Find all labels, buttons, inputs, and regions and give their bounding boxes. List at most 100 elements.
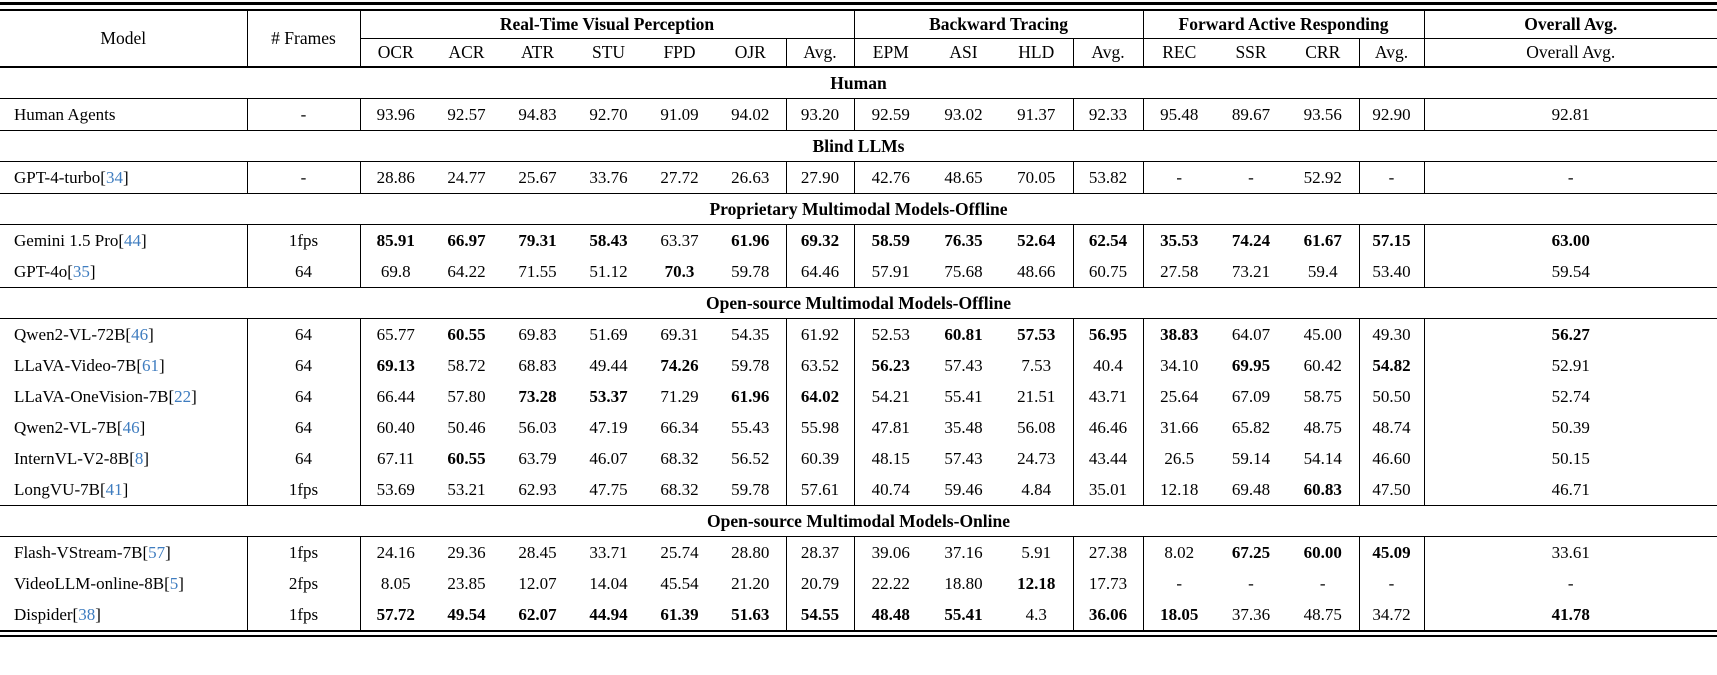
cell-fpd: 91.09 — [660, 104, 699, 124]
model-name-cell: LLaVA-OneVision-7B[22] — [0, 381, 248, 412]
cell-overall-avg: 63.00 — [1551, 230, 1590, 250]
cell-acr: 49.54 — [447, 604, 486, 624]
table-row: Qwen2-VL-72B[46] 64 65.77 60.55 69.83 51.69 69… — [0, 318, 1717, 350]
citation-link[interactable]: 8 — [134, 448, 144, 468]
cell-hld: 48.66 — [1017, 261, 1056, 281]
cell-ocr: 69.13 — [376, 355, 415, 375]
cell-avg-rtvp: 57.61 — [785, 474, 855, 506]
cell-atr: 69.83 — [518, 324, 557, 344]
cell-asi: 76.35 — [944, 230, 983, 250]
col-header-model: Model — [0, 11, 248, 67]
cell-atr: 63.79 — [518, 448, 557, 468]
cell-ssr: - — [1248, 167, 1254, 187]
citation-link[interactable]: 46 — [122, 417, 140, 437]
cell-avg-far: - — [1358, 568, 1425, 599]
cell-atr: 62.93 — [518, 479, 557, 499]
cell-crr: 59.4 — [1307, 261, 1338, 281]
cell-epm: 48.48 — [871, 604, 910, 624]
citation-link[interactable]: 44 — [124, 230, 142, 250]
section-title: Open-source Multimodal Models-Online — [0, 505, 1717, 537]
cell-ssr: 74.24 — [1231, 230, 1271, 250]
col-header-crr: CRR — [1305, 42, 1341, 62]
cell-crr: 58.75 — [1303, 386, 1342, 406]
cell-acr: 24.77 — [447, 167, 486, 187]
cell-avg-far: 45.09 — [1358, 536, 1425, 568]
cell-asi: 48.65 — [944, 167, 983, 187]
cell-ssr: 65.82 — [1231, 417, 1271, 437]
model-name-cell: GPT-4-turbo[34] — [0, 161, 248, 194]
cell-overall-avg: 92.81 — [1551, 104, 1590, 124]
col-header-avg-1: Avg. — [1072, 38, 1144, 67]
cell-avg-rtvp: 63.52 — [785, 350, 855, 381]
cell-ocr: 28.86 — [376, 167, 415, 187]
cell-rec: 25.64 — [1160, 386, 1199, 406]
cell-atr: 79.31 — [518, 230, 557, 250]
model-name: GPT-4o — [14, 261, 68, 281]
citation-link[interactable]: 34 — [105, 167, 123, 187]
cell-avg-far: 34.72 — [1358, 599, 1425, 631]
cell-ojr: 51.63 — [731, 604, 770, 624]
cell-rec: 12.18 — [1160, 479, 1199, 499]
cell-ssr: 59.14 — [1231, 448, 1271, 468]
cell-avg-far: 49.30 — [1358, 318, 1425, 350]
cell-acr: 66.97 — [447, 230, 486, 250]
cell-fpd: 74.26 — [660, 355, 699, 375]
cell-acr: 50.46 — [447, 417, 486, 437]
cell-avg-rtvp: 64.02 — [785, 381, 855, 412]
cell-epm: 54.21 — [871, 386, 910, 406]
model-name: GPT-4-turbo — [14, 167, 101, 187]
cell-ojr: 61.96 — [731, 386, 770, 406]
table-row: LLaVA-OneVision-7B[22] 64 66.44 57.80 73.28 5… — [0, 381, 1717, 412]
cell-ssr: 67.25 — [1231, 542, 1271, 562]
cell-epm: 39.06 — [871, 542, 910, 562]
model-name-cell: InternVL-V2-8B[8] — [0, 443, 248, 474]
table-row: Gemini 1.5 Pro[44] 1fps 85.91 66.97 79.31 58.… — [0, 224, 1717, 256]
benchmark-table-figure: Model # Frames Real-Time Visual Perception… — [0, 2, 1717, 637]
cell-hld: 70.05 — [1017, 167, 1056, 187]
cell-crr: 60.00 — [1303, 542, 1342, 562]
cell-stu: 46.07 — [589, 448, 628, 468]
cell-avg-bt: 17.73 — [1072, 568, 1144, 599]
citation-link[interactable]: 22 — [174, 386, 192, 406]
citation-link[interactable]: 46 — [131, 324, 149, 344]
cell-ojr: 21.20 — [731, 573, 770, 593]
cell-overall-avg: - — [1567, 573, 1574, 593]
cell-epm: 47.81 — [871, 417, 910, 437]
citation-link[interactable]: 61 — [142, 355, 160, 375]
cell-atr: 28.45 — [518, 542, 557, 562]
frames-cell: 1fps — [247, 224, 361, 256]
col-header-atr: ATR — [520, 42, 555, 62]
cell-ojr: 61.96 — [731, 230, 770, 250]
col-header-avg-0: Avg. — [785, 38, 855, 67]
benchmark-results-table: Model # Frames Real-Time Visual Perception… — [0, 11, 1717, 632]
cell-stu: 33.76 — [589, 167, 628, 187]
frames-cell: 64 — [247, 256, 361, 288]
cell-atr: 12.07 — [518, 573, 557, 593]
cell-avg-far: 48.74 — [1358, 412, 1425, 443]
model-name: Dispider — [14, 604, 73, 624]
cell-hld: 5.91 — [1021, 542, 1052, 562]
cell-stu: 47.75 — [589, 479, 628, 499]
table-row: InternVL-V2-8B[8] 64 67.11 60.55 63.79 46.07 6… — [0, 443, 1717, 474]
citation-link[interactable]: 35 — [72, 261, 90, 281]
model-name: VideoLLM-online-8B — [14, 573, 165, 593]
cell-hld: 4.84 — [1021, 479, 1052, 499]
cell-overall-avg: 59.54 — [1551, 261, 1590, 281]
table-row: LongVU-7B[41] 1fps 53.69 53.21 62.93 47.75 68.… — [0, 474, 1717, 506]
model-name: LLaVA-OneVision-7B — [14, 386, 169, 406]
citation-link[interactable]: 38 — [78, 604, 96, 624]
citation-link[interactable]: 41 — [105, 479, 123, 499]
model-name-cell: Qwen2-VL-7B[46] — [0, 412, 248, 443]
cell-ojr: 56.52 — [731, 448, 770, 468]
frames-cell: 64 — [247, 443, 361, 474]
cell-avg-rtvp: 28.37 — [785, 536, 855, 568]
citation-link[interactable]: 5 — [169, 573, 179, 593]
cell-stu: 49.44 — [589, 355, 628, 375]
cell-avg-rtvp: 61.92 — [785, 318, 855, 350]
cell-atr: 25.67 — [518, 167, 557, 187]
cell-ssr: 37.36 — [1231, 604, 1271, 624]
cell-hld: 57.53 — [1017, 324, 1056, 344]
cell-fpd: 27.72 — [660, 167, 699, 187]
model-name-cell: LongVU-7B[41] — [0, 474, 248, 506]
citation-link[interactable]: 57 — [148, 542, 166, 562]
